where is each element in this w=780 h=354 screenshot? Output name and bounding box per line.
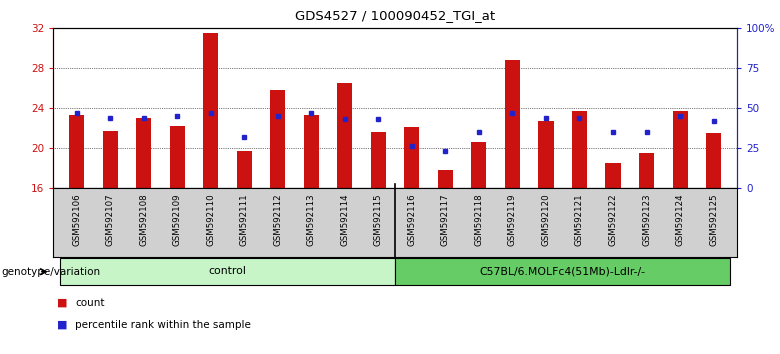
Text: GSM592121: GSM592121 [575, 193, 584, 246]
Bar [538, 121, 554, 188]
Text: genotype/variation: genotype/variation [2, 267, 101, 277]
Text: GSM592123: GSM592123 [642, 193, 651, 246]
Bar [438, 170, 453, 188]
Text: GSM592107: GSM592107 [105, 193, 115, 246]
Bar [60, 258, 395, 285]
Bar [672, 111, 688, 188]
Bar [572, 111, 587, 188]
Bar [102, 131, 118, 188]
Bar [236, 151, 252, 188]
Bar [136, 118, 151, 188]
Text: GDS4527 / 100090452_TGI_at: GDS4527 / 100090452_TGI_at [295, 9, 495, 22]
Text: percentile rank within the sample: percentile rank within the sample [75, 320, 250, 330]
Text: GSM592119: GSM592119 [508, 193, 517, 246]
Bar [203, 33, 218, 188]
Text: GSM592106: GSM592106 [72, 193, 81, 246]
Text: count: count [75, 298, 105, 308]
Bar [69, 115, 84, 188]
Text: ■: ■ [57, 320, 67, 330]
Bar [169, 126, 185, 188]
Text: GSM592109: GSM592109 [172, 193, 182, 246]
Bar [471, 142, 487, 188]
Text: GSM592120: GSM592120 [541, 193, 551, 246]
Bar [303, 115, 319, 188]
Text: GSM592111: GSM592111 [239, 193, 249, 246]
Text: GSM592124: GSM592124 [675, 193, 685, 246]
Bar [337, 83, 353, 188]
Text: GSM592116: GSM592116 [407, 193, 417, 246]
Text: GSM592108: GSM592108 [139, 193, 148, 246]
Text: GSM592117: GSM592117 [441, 193, 450, 246]
Bar [706, 133, 722, 188]
Text: control: control [208, 266, 246, 276]
Text: GSM592125: GSM592125 [709, 193, 718, 246]
Text: GSM592110: GSM592110 [206, 193, 215, 246]
Text: GSM592112: GSM592112 [273, 193, 282, 246]
Bar [505, 60, 520, 188]
Bar [270, 90, 285, 188]
Text: GSM592115: GSM592115 [374, 193, 383, 246]
Text: GSM592118: GSM592118 [474, 193, 484, 246]
Text: GSM592122: GSM592122 [608, 193, 618, 246]
Bar [395, 258, 730, 285]
Text: GSM592114: GSM592114 [340, 193, 349, 246]
Bar [639, 153, 654, 188]
Text: ■: ■ [57, 298, 67, 308]
Bar [370, 132, 386, 188]
Text: C57BL/6.MOLFc4(51Mb)-Ldlr-/-: C57BL/6.MOLFc4(51Mb)-Ldlr-/- [480, 266, 646, 276]
Bar [404, 127, 420, 188]
Text: GSM592113: GSM592113 [307, 193, 316, 246]
Bar [605, 163, 621, 188]
